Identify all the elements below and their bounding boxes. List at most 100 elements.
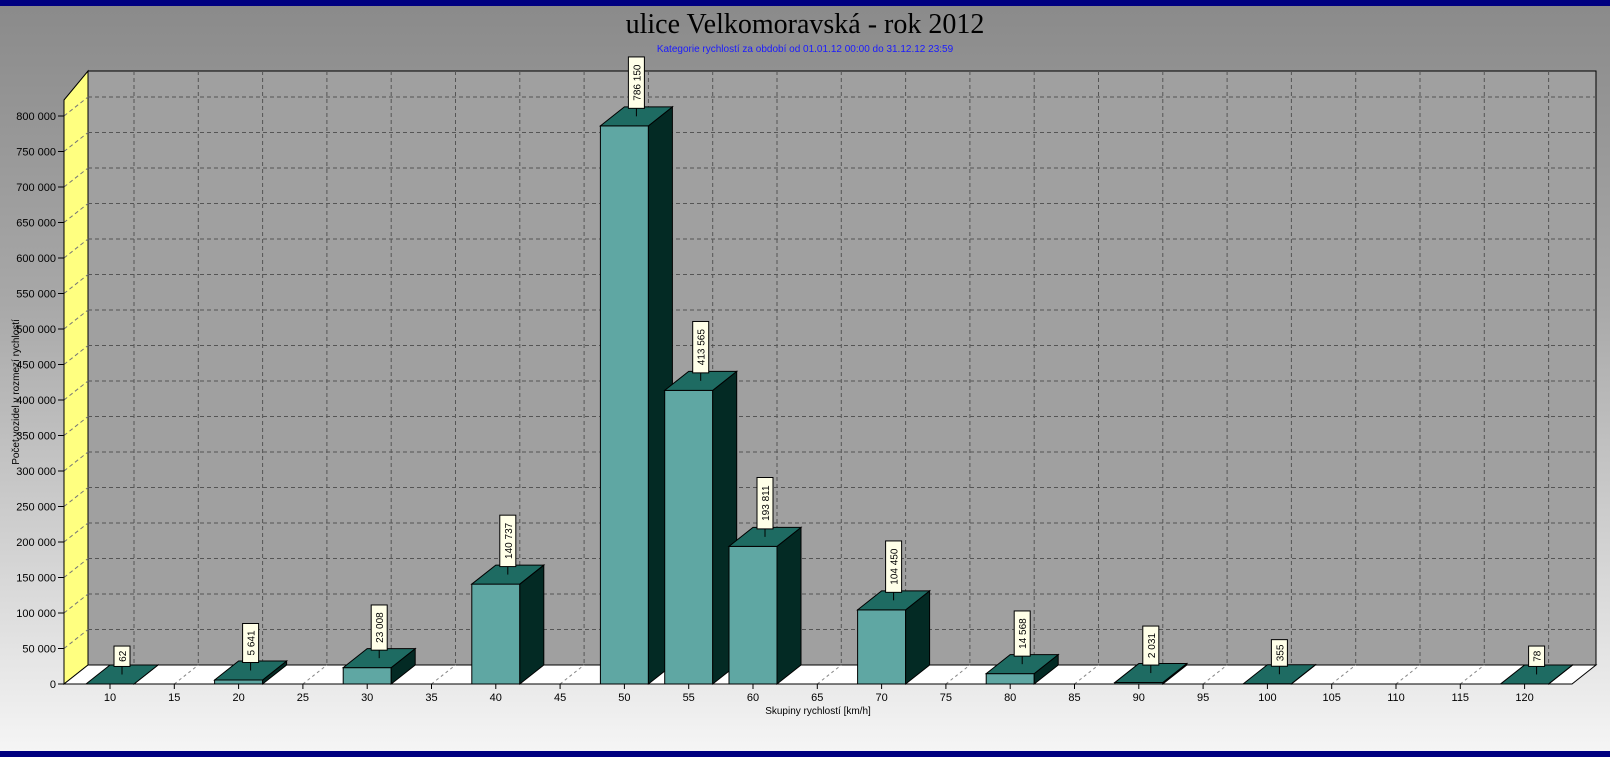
gridline-wall: [63, 274, 89, 294]
bottom-frame-border: [0, 751, 1610, 757]
gridline-wall: [63, 238, 89, 259]
x-tick-label: 85: [1068, 692, 1080, 704]
data-label-box: [242, 622, 260, 663]
y-tick-label: 400 000: [16, 395, 56, 407]
y-tick-label: 650 000: [16, 218, 56, 230]
data-label-text: 355: [1275, 644, 1286, 661]
gridline-floor: [1395, 664, 1421, 685]
y-tick-label: 750 000: [16, 147, 56, 159]
x-tick-label: 40: [490, 692, 502, 704]
data-label-20: 5 641: [242, 622, 260, 671]
x-tick-label: 35: [425, 692, 437, 704]
data-label-text: 193 811: [761, 485, 772, 521]
data-label-box: [1013, 610, 1031, 657]
x-tick-label: 100: [1258, 692, 1276, 704]
data-label-text: 786 150: [632, 64, 643, 101]
gridline-wall: [63, 309, 89, 330]
x-tick-label: 70: [875, 692, 887, 704]
chart-background-layer: [62, 69, 1598, 686]
x-tick-label: 110: [1387, 692, 1405, 704]
chart-subtitle: Kategorie rychlostí za období od 01.01.1…: [656, 44, 954, 55]
data-label-box: [1528, 645, 1546, 667]
y-tick-label: 200 000: [16, 537, 56, 549]
data-label-55: 413 565: [692, 320, 710, 381]
data-labels-layer: 62 5 641 23 008 140 737 786 150 413 565 193 81…: [113, 56, 1546, 675]
data-label-box: [756, 476, 774, 530]
gridline-wall: [63, 380, 89, 401]
bar-front-face: [857, 609, 907, 685]
bar-40: [470, 564, 546, 686]
gridline-wall: [63, 132, 89, 152]
data-label-box: [1142, 625, 1160, 666]
data-label-box: [692, 320, 710, 374]
gridline-floor: [1074, 664, 1099, 685]
y-tick-label: 350 000: [16, 431, 56, 443]
gridline-wall: [63, 487, 89, 507]
data-label-text: 104 450: [890, 548, 901, 585]
gridline-wall: [63, 593, 89, 614]
data-label-box: [370, 604, 388, 651]
x-tick-label: 65: [811, 692, 823, 704]
bar-front-face: [471, 583, 521, 685]
bar-top-face: [598, 106, 674, 127]
bar-side-face: [776, 526, 802, 686]
data-label-90: 2 031: [1142, 625, 1160, 674]
data-label-40: 140 737: [499, 514, 517, 575]
data-label-box: [113, 645, 131, 667]
data-label-text: 23 008: [375, 612, 386, 643]
gridline-floor: [1459, 664, 1485, 685]
bar-front-face: [599, 125, 649, 685]
y-tick-label: 500 000: [16, 324, 56, 336]
x-tick-label: 10: [104, 692, 116, 704]
data-label-box: [1270, 639, 1288, 667]
data-label-30: 23 008: [370, 604, 388, 659]
y-tick-label: 50 000: [22, 644, 56, 656]
x-tick-label: 20: [232, 692, 244, 704]
gridline-wall: [63, 451, 89, 472]
x-tick-label: 30: [361, 692, 373, 704]
gridline-wall: [63, 522, 89, 543]
x-tick-label: 50: [618, 692, 630, 704]
left-wall: [63, 69, 89, 686]
y-tick-label: 450 000: [16, 360, 56, 372]
gridline-wall: [63, 167, 89, 188]
data-label-text: 413 565: [697, 329, 708, 366]
axes-layer: 0 50 000 100 000 150 000 200 000 250 000 300 0…: [16, 106, 1572, 704]
gridline-floor: [816, 664, 842, 685]
gridline-wall: [63, 629, 89, 649]
bar-55: [663, 370, 739, 686]
bar-50: [598, 105, 674, 686]
back-wall: [87, 70, 1597, 666]
x-tick-label: 55: [683, 692, 695, 704]
data-label-box: [499, 514, 517, 568]
x-tick-label: 45: [554, 692, 566, 704]
bar-front-face: [664, 389, 714, 685]
data-label-50: 786 150: [627, 56, 645, 117]
bar-30: [341, 647, 417, 686]
y-axis-label: Počet vozidel v rozmezí rychlostí: [11, 319, 22, 465]
y-tick-label: 250 000: [16, 502, 56, 514]
x-tick-label: 60: [747, 692, 759, 704]
gridline-floor: [1331, 664, 1357, 685]
y-tick-label: 300 000: [16, 466, 56, 478]
bar-front-face: [728, 545, 778, 685]
data-label-box: [627, 56, 645, 109]
bar-70: [856, 589, 932, 686]
floor: [62, 664, 1598, 685]
bar-60: [727, 526, 803, 686]
data-label-text: 2 031: [1147, 633, 1158, 658]
y-tick-label: 550 000: [16, 289, 56, 301]
bar-front-face: [985, 673, 1035, 685]
data-label-100: 355: [1270, 639, 1288, 675]
x-tick-label: 120: [1515, 692, 1533, 704]
bars-layer: [84, 105, 1575, 686]
data-label-box: [885, 540, 903, 593]
data-label-text: 62: [118, 650, 129, 662]
gridline-floor: [302, 664, 328, 685]
x-tick-label: 75: [940, 692, 952, 704]
data-label-120: 78: [1528, 645, 1546, 675]
gridline-wall: [63, 558, 89, 578]
x-tick-label: 95: [1197, 692, 1209, 704]
chart-title: ulice Velkomoravská - rok 2012: [625, 9, 985, 40]
y-tick-label: 800 000: [16, 111, 56, 123]
